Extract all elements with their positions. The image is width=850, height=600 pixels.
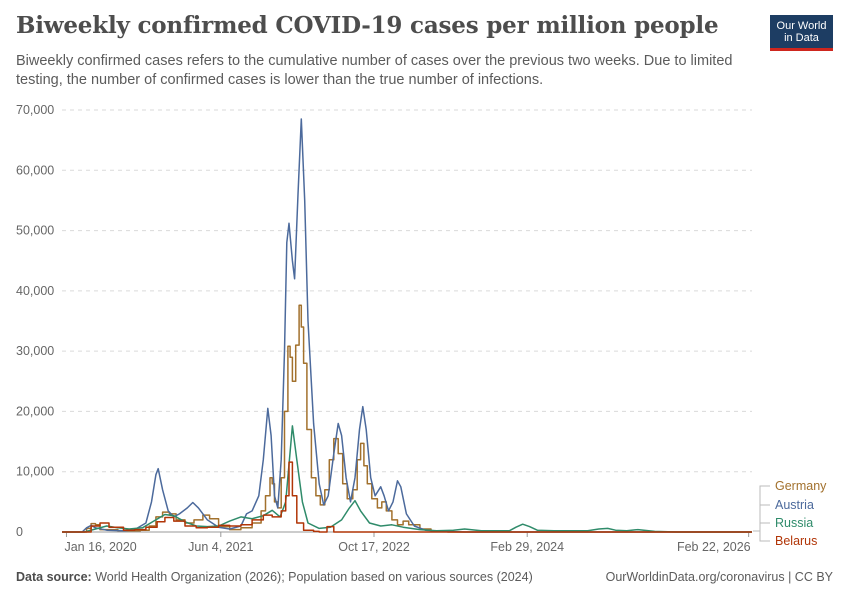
data-source-label: Data source: xyxy=(16,570,92,584)
y-tick-label: 70,000 xyxy=(16,103,54,117)
y-tick-label: 30,000 xyxy=(16,344,54,358)
data-source-text: World Health Organization (2026); Popula… xyxy=(95,570,533,584)
legend-connector xyxy=(753,522,770,532)
series-line-belarus[interactable] xyxy=(62,461,752,533)
y-tick-label: 0 xyxy=(16,525,23,539)
series-line-russia[interactable] xyxy=(62,425,752,533)
y-tick-label: 10,000 xyxy=(16,465,54,479)
x-tick-label: Jan 16, 2020 xyxy=(64,540,136,554)
chart-title: Biweekly confirmed COVID-19 cases per mi… xyxy=(16,12,719,39)
x-tick-label: Oct 17, 2022 xyxy=(338,540,410,554)
y-axis: 0 10,000 20,000 30,000 40,000 50,000 60,000 70,… xyxy=(16,103,54,539)
y-tick-label: 40,000 xyxy=(16,284,54,298)
legend-connector xyxy=(753,504,770,532)
x-axis: Jan 16, 2020 Jun 4, 2021 Oct 17, 2022 Feb 2… xyxy=(64,532,751,554)
footer-link[interactable]: OurWorldinData.org/coronavirus | CC BY xyxy=(605,570,833,584)
legend-label-belarus[interactable]: Belarus xyxy=(775,534,817,548)
data-source: Data source: World Health Organization (… xyxy=(16,570,533,584)
legend-label-austria[interactable]: Austria xyxy=(775,498,814,512)
grid-layer xyxy=(62,109,752,533)
legend: Germany Austria Russia Belarus xyxy=(753,479,827,548)
y-tick-label: 60,000 xyxy=(16,163,54,177)
legend-label-germany[interactable]: Germany xyxy=(775,479,827,493)
x-tick-label: Feb 22, 2026 xyxy=(677,540,751,554)
x-tick-label: Jun 4, 2021 xyxy=(188,540,253,554)
owid-logo[interactable]: Our World in Data xyxy=(770,15,833,51)
logo-line-2: in Data xyxy=(784,32,819,44)
logo-line-1: Our World xyxy=(776,20,827,32)
y-tick-label: 50,000 xyxy=(16,224,54,238)
x-tick-label: Feb 29, 2024 xyxy=(490,540,564,554)
chart-subtitle: Biweekly confirmed cases refers to the c… xyxy=(16,53,733,88)
series-line-austria[interactable] xyxy=(62,118,752,533)
legend-connector xyxy=(753,530,770,542)
legend-connector xyxy=(753,485,770,532)
legend-label-russia[interactable]: Russia xyxy=(775,516,813,530)
series-layer xyxy=(62,118,752,533)
y-tick-label: 20,000 xyxy=(16,404,54,418)
